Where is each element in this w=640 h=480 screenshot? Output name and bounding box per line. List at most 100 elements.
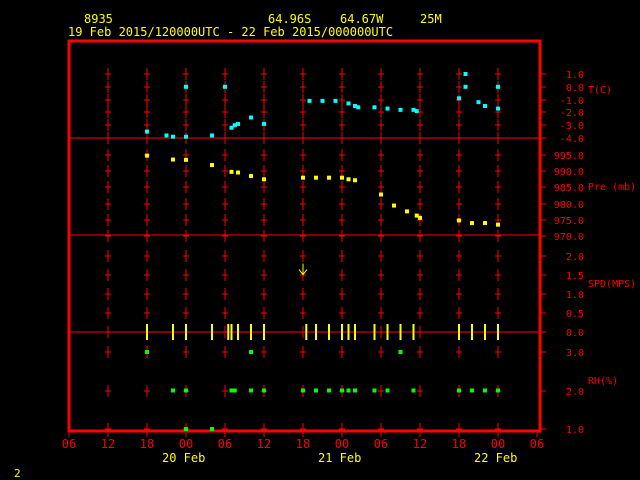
pressure-label: Pre (mb) — [588, 182, 636, 193]
y-tick-label: 1.0 — [566, 425, 584, 436]
page-number: 2 — [14, 467, 21, 480]
humidity-point — [411, 388, 416, 393]
y-tick-label: 995.0 — [554, 151, 584, 162]
temperature-point — [229, 125, 234, 130]
humidity-point — [327, 388, 331, 393]
pressure-point — [483, 221, 487, 226]
wind-arrow — [298, 263, 308, 276]
x-tick-label: 06 — [218, 437, 232, 451]
humidity-point — [145, 350, 149, 354]
pressure-point — [405, 209, 409, 214]
humidity-point — [249, 350, 253, 354]
y-tick-label: -2.0 — [560, 108, 584, 119]
date-label-21feb: 21 Feb — [318, 451, 361, 465]
pressure-point — [236, 170, 240, 175]
pressure-point — [346, 177, 351, 182]
y-tick-label: 975.0 — [554, 216, 584, 227]
humidity-point — [184, 388, 188, 393]
pressure-point — [340, 175, 344, 180]
temperature-point — [353, 104, 357, 108]
humidity-point — [249, 388, 253, 393]
temperature-point — [145, 129, 149, 134]
y-tick-label: 970.0 — [554, 232, 584, 243]
humidity-point — [470, 388, 474, 393]
x-tick-label: 06 — [62, 437, 76, 451]
y-tick-label: 2.0 — [566, 387, 584, 398]
date-label-22feb: 22 Feb — [474, 451, 517, 465]
humidity-point — [314, 388, 318, 393]
temperature-point — [356, 105, 361, 110]
humidity-point — [171, 388, 175, 393]
station-id: 8935 — [84, 12, 113, 26]
temperature-point — [411, 107, 416, 112]
y-tick-label: 985.0 — [554, 183, 584, 194]
temperature-point — [463, 84, 468, 89]
y-tick-label: -3.0 — [560, 121, 584, 132]
y-tick-labels: 1.0 0.0 -1.0-2.0 -3.0 -4.0 995.0 990.0 985.0 980… — [540, 70, 584, 436]
pressure-point — [470, 221, 474, 226]
station-elev: 25M — [420, 12, 442, 26]
x-tick-label: 12 — [413, 437, 427, 451]
humidity-point — [496, 388, 500, 393]
humidity-point — [385, 388, 390, 393]
humidity-label: RH(%) — [588, 376, 618, 387]
time-range: 19 Feb 2015/120000UTC - 22 Feb 2015/0000… — [68, 25, 393, 39]
temperature-point — [236, 121, 240, 126]
humidity-point — [483, 388, 487, 393]
temperature-point — [457, 96, 461, 101]
y-tick-label: 1.0 — [566, 290, 584, 301]
temperature-point — [496, 84, 500, 89]
temperature-point — [346, 101, 351, 106]
pressure-point — [414, 213, 419, 218]
pressure-point — [229, 169, 234, 174]
humidity-point — [372, 388, 377, 393]
pressure-point — [392, 203, 396, 208]
temperature-point — [164, 133, 169, 138]
temperature-point — [184, 134, 188, 139]
x-tick-label: 18 — [452, 437, 466, 451]
humidity-point — [184, 427, 188, 431]
temperature-point — [171, 134, 175, 139]
x-tick-label: 18 — [140, 437, 154, 451]
temperature-point — [184, 84, 188, 89]
x-tick-label: 12 — [101, 437, 115, 451]
pressure-point — [262, 177, 266, 182]
pressure-point — [301, 175, 305, 180]
wind-speed-label: SPD(MPS) — [588, 279, 636, 290]
humidity-point — [262, 388, 266, 393]
temperature-point — [232, 123, 237, 128]
temperature-point — [210, 133, 214, 138]
humidity-point — [210, 427, 214, 431]
pressure-point — [314, 175, 318, 180]
y-tick-label: 990.0 — [554, 167, 584, 178]
pressure-point — [210, 163, 214, 168]
x-tick-labels: 06 12 18 00 06 12 18 00 06 12 18 00 06 — [62, 431, 544, 451]
temperature-point — [385, 106, 390, 111]
temperature-point — [483, 104, 487, 108]
temperature-point — [414, 109, 419, 114]
y-tick-label: 2.0 — [566, 252, 584, 263]
temperature-point — [372, 105, 377, 110]
humidity-point — [398, 350, 403, 354]
x-tick-label: 12 — [257, 437, 271, 451]
pressure-point — [457, 218, 461, 223]
station-lat: 64.96S — [268, 12, 311, 26]
temperature-point — [398, 107, 403, 112]
temperature-point — [496, 106, 500, 111]
y-tick-label: 3.0 — [566, 348, 584, 359]
pressure-point — [496, 222, 500, 227]
temperature-label: T(C) — [588, 85, 612, 96]
humidity-point — [301, 388, 305, 393]
date-label-20feb: 20 Feb — [162, 451, 205, 465]
y-tick-label: 0.5 — [566, 309, 584, 320]
humidity-point — [232, 388, 237, 393]
pressure-point — [145, 153, 149, 158]
temperature-point — [333, 98, 338, 103]
x-tick-label: 06 — [530, 437, 544, 451]
temperature-point — [476, 100, 481, 105]
pressure-point — [353, 178, 357, 183]
pressure-point — [249, 174, 253, 179]
temperature-point — [249, 115, 253, 120]
temperature-point — [223, 84, 227, 89]
